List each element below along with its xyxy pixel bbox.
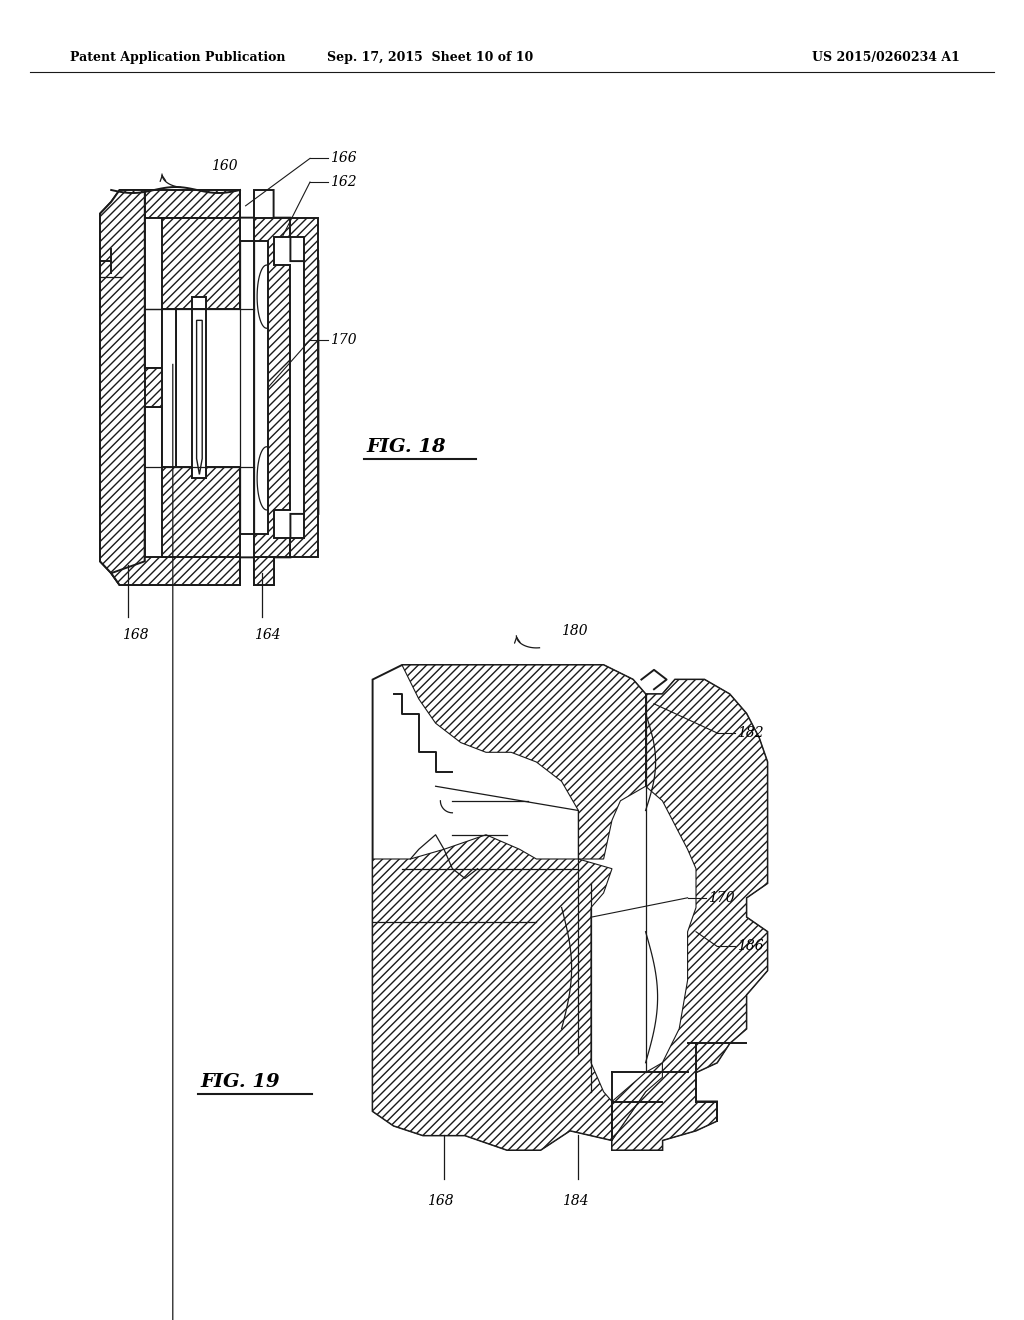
Text: US 2015/0260234 A1: US 2015/0260234 A1 <box>812 51 961 65</box>
Text: 180: 180 <box>561 624 588 638</box>
Text: 162: 162 <box>330 176 356 189</box>
Polygon shape <box>100 190 318 585</box>
Text: Patent Application Publication: Patent Application Publication <box>70 51 286 65</box>
Polygon shape <box>100 190 162 585</box>
Text: 170: 170 <box>330 333 356 347</box>
Polygon shape <box>193 309 207 478</box>
Text: Sep. 17, 2015  Sheet 10 of 10: Sep. 17, 2015 Sheet 10 of 10 <box>327 51 534 65</box>
Text: 168: 168 <box>123 628 150 643</box>
Text: 166: 166 <box>330 152 356 165</box>
Text: 160: 160 <box>211 160 238 173</box>
Polygon shape <box>254 557 273 585</box>
Polygon shape <box>612 680 767 1150</box>
Polygon shape <box>612 1063 663 1140</box>
Text: 186: 186 <box>737 940 764 953</box>
Text: FIG. 18: FIG. 18 <box>366 438 445 455</box>
Text: 182: 182 <box>737 726 764 741</box>
Polygon shape <box>291 218 318 557</box>
Polygon shape <box>373 834 612 1150</box>
Polygon shape <box>144 218 254 557</box>
Polygon shape <box>254 218 291 557</box>
Text: FIG. 19: FIG. 19 <box>201 1073 280 1092</box>
Text: 184: 184 <box>561 1193 588 1208</box>
Polygon shape <box>373 665 767 1150</box>
Polygon shape <box>144 218 240 557</box>
Polygon shape <box>197 321 202 474</box>
Text: 168: 168 <box>427 1193 454 1208</box>
Polygon shape <box>112 533 240 585</box>
Text: 170: 170 <box>708 891 734 904</box>
Polygon shape <box>162 309 175 466</box>
Text: 164: 164 <box>254 628 281 643</box>
Polygon shape <box>402 665 645 859</box>
Polygon shape <box>144 190 240 218</box>
